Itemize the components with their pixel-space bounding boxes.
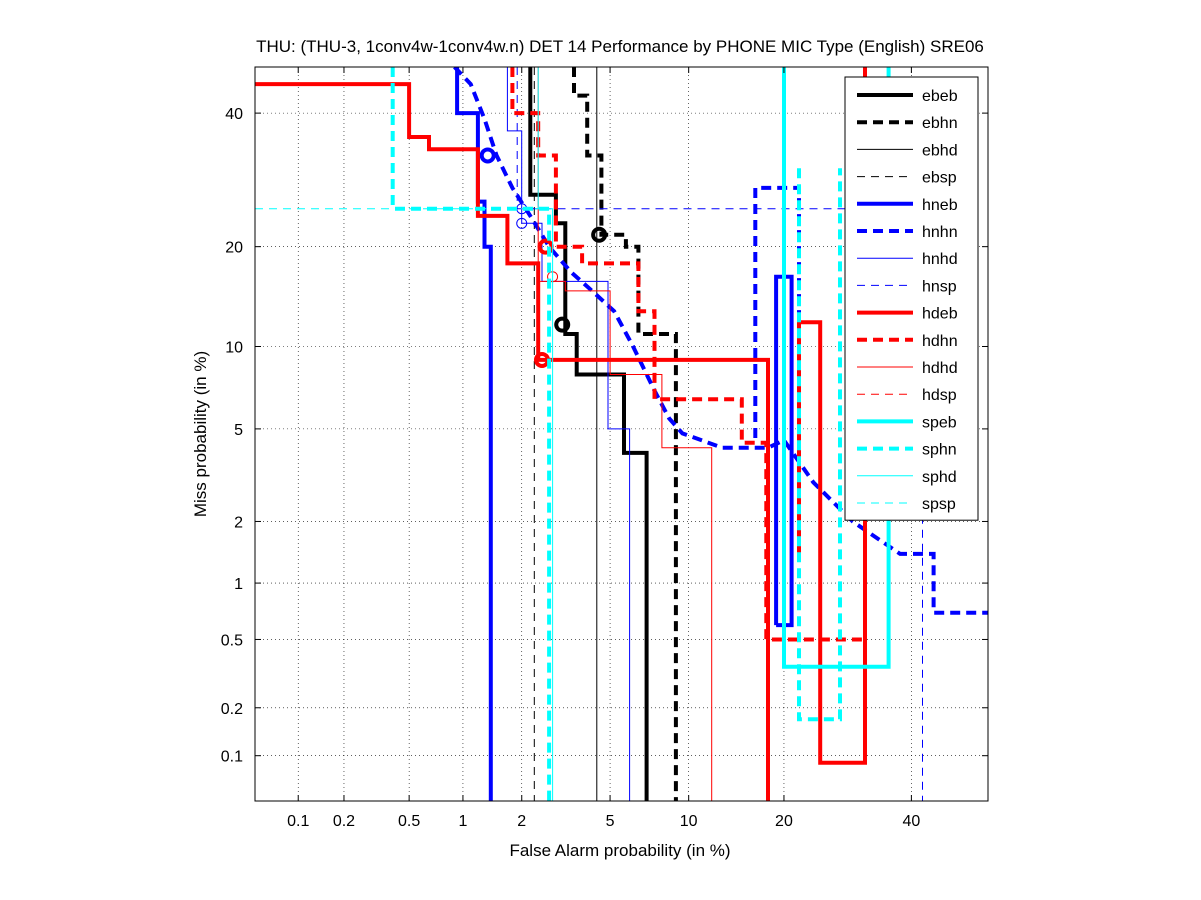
x-axis-label: False Alarm probability (in %) (509, 841, 730, 860)
x-tick-label: 20 (775, 813, 793, 830)
series-line-ebhn (572, 67, 678, 801)
y-tick-label: 20 (225, 240, 243, 257)
dcf-marker-hdhn (537, 238, 554, 255)
legend-label-ebsp: ebsp (922, 170, 957, 187)
x-tick-label: 40 (902, 813, 920, 830)
legend: ebeb ebhn ebhd ebsp hneb hnhn hnhd hnsp hdeb hdhn… (844, 76, 979, 521)
dcf-marker-ebhn (591, 226, 608, 243)
y-tick-label: 2 (234, 514, 243, 531)
y-tick-label: 1 (234, 576, 243, 593)
series-line-sphd (537, 67, 554, 801)
legend-label-hdhd: hdhd (922, 360, 958, 377)
legend-label-speb: speb (922, 414, 957, 431)
legend-label-hneb: hneb (922, 197, 958, 214)
dcf-marker-hnhd (516, 217, 528, 229)
legend-label-hnhn: hnhn (922, 224, 958, 241)
y-axis-label: Miss probability (in %) (191, 351, 210, 517)
legend-label-ebhn: ebhn (922, 115, 958, 132)
legend-label-sphn: sphn (922, 442, 957, 459)
chart-title: THU: (THU-3, 1conv4w-1conv4w.n) DET 14 P… (256, 37, 984, 56)
legend-label-sphd: sphd (922, 469, 957, 486)
series-line-hdhn (510, 67, 867, 642)
legend-label-ebeb: ebeb (922, 88, 958, 105)
y-tick-label: 0.5 (221, 632, 243, 649)
legend-label-hnhd: hnhd (922, 251, 958, 268)
y-tick-label: 0.2 (221, 701, 243, 718)
legend-label-hdhn: hdhn (922, 333, 958, 350)
x-tick-label: 5 (606, 813, 615, 830)
y-tick-label: 5 (234, 422, 243, 439)
legend-label-hdsp: hdsp (922, 387, 957, 404)
x-tick-label: 1 (458, 813, 467, 830)
series-line-sphn-segment (797, 168, 842, 722)
x-tick-label: 0.2 (333, 813, 355, 830)
x-tick-label: 2 (517, 813, 526, 830)
legend-label-ebhd: ebhd (922, 142, 958, 159)
dcf-marker-hneb (479, 147, 496, 164)
y-tick-label: 0.1 (221, 749, 243, 766)
legend-box (844, 76, 979, 521)
x-tick-label: 10 (680, 813, 698, 830)
y-tick-label: 40 (225, 106, 243, 123)
plot-frame (254, 66, 989, 802)
legend-label-hnsp: hnsp (922, 278, 957, 295)
y-tick-label: 10 (225, 340, 243, 357)
x-tick-label: 0.1 (287, 813, 309, 830)
series-line-sphn (390, 67, 552, 801)
series-line-hdeb (255, 82, 770, 801)
series-line-hneb-segment (774, 274, 794, 628)
dcf-marker-ebeb (554, 316, 571, 333)
legend-label-spsp: spsp (922, 496, 956, 513)
x-tick-label: 0.5 (398, 813, 420, 830)
series-line-ebeb (528, 67, 649, 801)
ticks: 0.1 0.2 0.5 1 2 5 10 20 40 0.1 0.2 0.5 1 2 5 10 20 40 (221, 67, 988, 830)
series-line-hneb (455, 67, 493, 801)
legend-label-hdeb: hdeb (922, 306, 958, 323)
